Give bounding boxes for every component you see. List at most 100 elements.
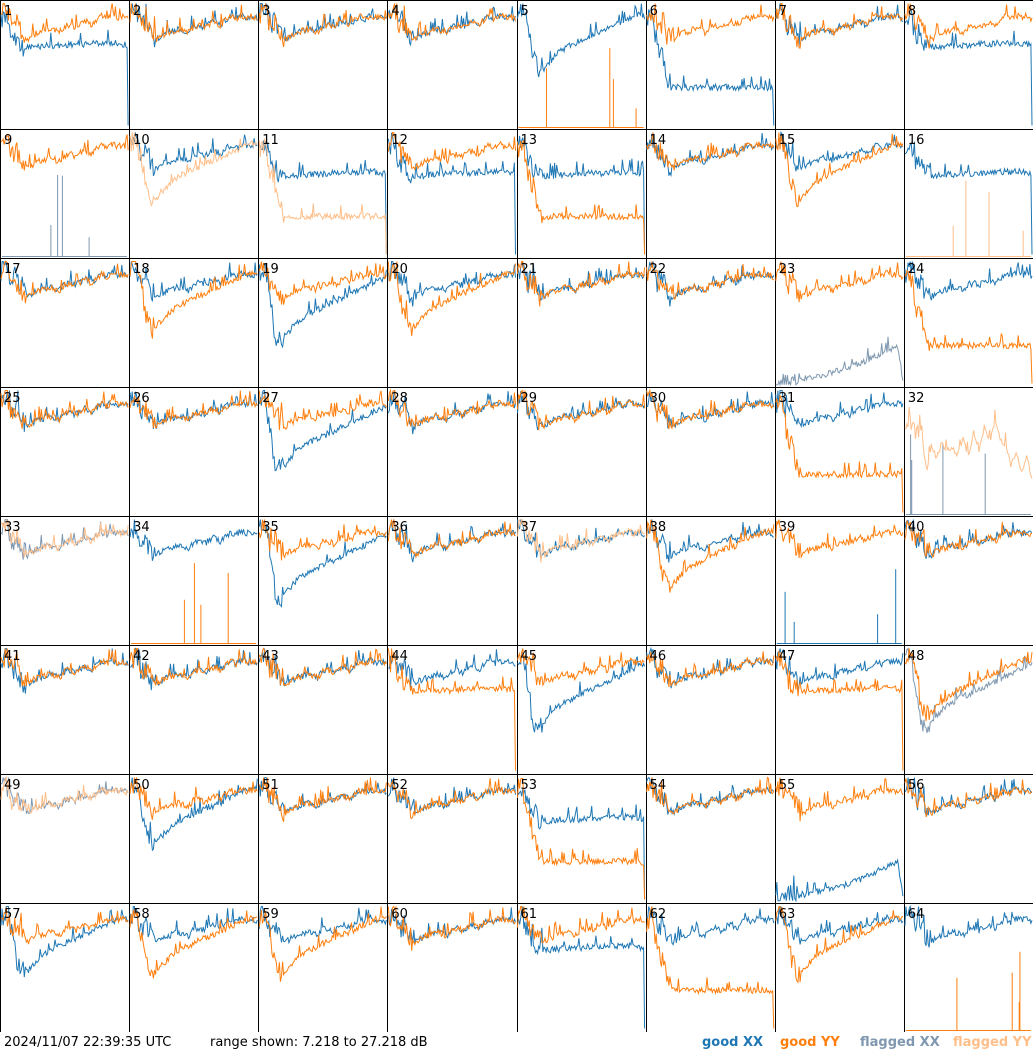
antenna-panel-4: 4: [387, 3, 516, 47]
antenna-panel-63: 63: [775, 906, 904, 984]
series-gy-line: [904, 648, 1033, 722]
series-gx-line: [904, 7, 1033, 126]
series-gx-line: [388, 649, 516, 688]
series-gx-line: [129, 519, 258, 561]
series-gy-line: [0, 134, 129, 171]
series-gx-line: [776, 569, 902, 644]
series-gx-line: [258, 776, 387, 814]
series-fy-line: [129, 132, 258, 207]
panel-label: 36: [391, 520, 408, 535]
panel-label: 28: [391, 391, 408, 406]
series-gx-line: [258, 390, 387, 472]
panel-label: 9: [4, 133, 12, 148]
series-gy-line: [775, 650, 904, 771]
antenna-panel-26: 26: [129, 390, 258, 429]
antenna-panel-16: 16: [904, 133, 1033, 257]
panel-label: 8: [908, 4, 916, 19]
series-gy-line: [517, 648, 645, 687]
panel-label: 31: [779, 391, 796, 406]
antenna-panel-55: 55: [775, 777, 904, 903]
series-gy-line: [129, 909, 258, 979]
panel-label: 5: [521, 4, 529, 19]
series-gy-line: [387, 388, 516, 428]
antenna-panel-48: 48: [904, 647, 1033, 734]
panel-label: 44: [391, 649, 408, 664]
series-gx-line: [129, 906, 258, 943]
antenna-panel-51: 51: [258, 776, 387, 823]
series-gx-line: [517, 135, 646, 255]
series-fy-line: [0, 519, 129, 558]
panel-label: 18: [133, 262, 150, 277]
antenna-panel-59: 59: [258, 906, 387, 982]
panel-label: 56: [908, 778, 925, 793]
series-gx-line: [646, 391, 775, 429]
series-fx-line: [0, 519, 129, 560]
antenna-panel-17: 17: [0, 260, 129, 304]
series-gx-line: [387, 132, 516, 255]
antenna-panel-30: 30: [646, 388, 775, 430]
panel-label: 27: [262, 391, 279, 406]
series-fx-line: [2, 175, 128, 257]
series-gy-line: [775, 394, 904, 513]
series-gx-line: [129, 647, 258, 691]
series-gy-line: [517, 261, 646, 307]
series-fx-line: [775, 336, 904, 387]
series-gy-line: [517, 139, 646, 255]
panel-label: 53: [521, 778, 538, 793]
series-gx-line: [646, 906, 775, 946]
series-gx-line: [904, 904, 1033, 948]
panel-label: 10: [133, 133, 150, 148]
series-gy-line: [646, 132, 775, 171]
series-gx-line: [0, 10, 129, 126]
series-gy-line: [387, 519, 516, 559]
panel-label: 14: [650, 133, 667, 148]
antenna-panel-44: 44: [387, 648, 516, 771]
antenna-panel-43: 43: [258, 647, 387, 687]
series-gy-line: [904, 778, 1033, 818]
series-gx-line: [129, 132, 258, 177]
series-gy-line: [129, 261, 258, 339]
antenna-panel-62: 62: [646, 906, 775, 1029]
panel-label: 24: [908, 262, 925, 277]
antenna-panel-45: 45: [517, 648, 646, 733]
series-gy-line: [387, 261, 516, 336]
panel-label: 11: [262, 133, 279, 148]
series-gy-line: [387, 905, 516, 951]
panel-label: 63: [779, 907, 796, 922]
panel-label: 49: [4, 778, 21, 793]
series-gy-line: [904, 520, 1032, 558]
panel-label: 4: [391, 4, 399, 19]
series-gy-line: [646, 388, 774, 430]
antenna-panel-18: 18: [129, 261, 258, 339]
series-gy-line: [646, 651, 775, 688]
series-fy-line: [904, 406, 1033, 479]
antenna-panel-58: 58: [129, 906, 258, 979]
footer-range-label: range shown: 7.218 to 27.218 dB: [210, 1035, 428, 1050]
panel-label: 19: [262, 262, 279, 277]
panel-label: 40: [908, 520, 925, 535]
series-gy-line: [775, 906, 904, 984]
antenna-panel-21: 21: [517, 261, 646, 307]
antenna-panel-34: 34: [129, 519, 258, 644]
series-gy-line: [646, 906, 775, 1029]
footer-bar: 2024/11/07 22:39:35 UTC range shown: 7.2…: [0, 1032, 1033, 1053]
antenna-panel-7: 7: [775, 3, 904, 49]
panel-label: 52: [391, 778, 408, 793]
panel-label: 20: [391, 262, 408, 277]
series-gx-line: [0, 906, 129, 978]
panel-label: 55: [779, 778, 796, 793]
panel-label: 64: [908, 907, 925, 922]
series-gy-line: [775, 777, 904, 822]
panel-label: 33: [4, 520, 21, 535]
antenna-panel-39: 39: [775, 519, 904, 644]
series-gx-line: [904, 141, 1033, 255]
series-fx-line: [904, 647, 1033, 734]
series-gx-line: [258, 519, 387, 608]
series-gy-line: [646, 519, 775, 593]
antenna-panel-9: 9: [0, 133, 129, 257]
panel-label: 50: [133, 778, 150, 793]
legend-flagged-yy: flagged YY: [953, 1035, 1032, 1050]
panel-label: 3: [262, 4, 270, 19]
panel-label: 51: [262, 778, 279, 793]
antenna-panel-10: 10: [129, 132, 258, 207]
